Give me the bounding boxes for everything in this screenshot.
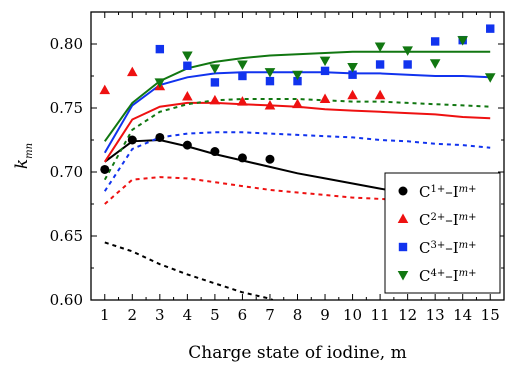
y-tick-label: 0.60: [50, 291, 83, 309]
data-point-c2: [237, 96, 248, 106]
data-point-c4: [209, 64, 221, 74]
x-tick-label: 15: [481, 306, 500, 324]
data-point-c1: [100, 164, 110, 174]
data-point-c4: [319, 56, 331, 67]
legend-marker-c4: [397, 271, 409, 281]
curve-dashed-c1: [104, 241, 274, 300]
legend-label-c1: C1+–Im+: [419, 183, 477, 201]
x-tick-label: 2: [128, 306, 138, 324]
data-point-c2: [209, 94, 221, 105]
x-tick-label: 13: [426, 306, 445, 324]
data-point-c3: [375, 60, 385, 69]
data-point-c2: [182, 90, 193, 101]
data-point-c4: [292, 70, 303, 81]
x-axis-title: Charge state of iodine, m: [188, 343, 406, 363]
y-axis-title-subscript: mn: [24, 143, 35, 159]
data-point-c3: [320, 66, 330, 76]
data-point-c2: [99, 84, 111, 95]
data-point-c4: [402, 46, 413, 56]
data-point-c4: [457, 36, 468, 46]
data-point-c3: [210, 78, 220, 87]
data-point-c4: [347, 63, 358, 73]
data-point-c4: [237, 60, 248, 70]
x-tick-label: 11: [371, 306, 390, 324]
curve-solid-c4: [103, 50, 491, 142]
y-tick-label: 0.75: [50, 99, 83, 117]
x-tick-label: 10: [343, 306, 362, 324]
x-tick-label: 6: [238, 306, 248, 324]
legend-marker-c3: [398, 242, 408, 252]
x-tick-label: 12: [398, 306, 417, 324]
data-point-c1: [182, 140, 192, 150]
data-point-c3: [430, 37, 440, 46]
data-point-c1: [237, 153, 247, 163]
data-point-c1: [127, 135, 137, 145]
data-point-c2: [347, 89, 358, 100]
data-point-c4: [154, 78, 166, 88]
x-tick-label: 9: [320, 306, 330, 324]
data-point-c1: [210, 147, 220, 157]
y-tick-label: 0.70: [50, 163, 83, 181]
x-tick-label: 7: [265, 306, 275, 324]
x-tick-label: 4: [183, 306, 193, 324]
data-point-c4: [182, 51, 193, 62]
data-point-c1: [155, 132, 165, 142]
x-tick-label: 8: [293, 306, 303, 324]
data-point-c3: [155, 44, 165, 54]
data-point-c2: [374, 89, 386, 100]
legend-marker-c2: [397, 213, 409, 223]
curve-dashed-c4: [103, 98, 491, 181]
legend-marker-c1: [398, 186, 408, 196]
y-tick-label: 0.80: [50, 35, 83, 53]
x-tick-label: 5: [210, 306, 220, 324]
x-tick-label: 1: [100, 306, 110, 324]
data-point-c1: [265, 154, 275, 164]
legend-label-c3: C3+–Im+: [419, 239, 477, 257]
data-point-c4: [374, 42, 386, 53]
data-point-c3: [348, 70, 357, 79]
legend-label-c2: C2+–Im+: [419, 211, 477, 229]
data-point-c4: [429, 59, 441, 69]
data-point-c3: [265, 76, 275, 86]
data-point-c4: [484, 73, 496, 83]
legend: C1+–Im+ C2+–Im+ C3+–Im+ C4+–Im+: [384, 172, 501, 294]
data-point-c3: [486, 24, 495, 33]
markers-layer: [99, 24, 496, 174]
data-point-c3: [293, 76, 302, 86]
ticks-layer: 1 2 3 4 5 6 7 8 9 10 11 12 13 14 150.600.650.700.750.8…: [50, 12, 504, 324]
data-point-c2: [127, 66, 138, 77]
y-axis-title: kmn: [12, 143, 35, 169]
data-point-c3: [403, 60, 412, 69]
data-point-c2: [319, 93, 331, 104]
data-point-c4: [264, 68, 276, 78]
data-point-c2: [292, 98, 303, 109]
legend-label-c4: C4+–Im+: [419, 267, 477, 285]
curve-solid-c2: [103, 101, 491, 163]
curve-dashed-c3: [103, 131, 491, 192]
data-point-c3: [238, 71, 247, 81]
data-point-c2: [264, 99, 276, 110]
y-tick-label: 0.65: [50, 227, 83, 245]
y-axis-title-main: k: [12, 159, 32, 169]
x-tick-label: 14: [453, 306, 472, 324]
x-tick-label: 3: [155, 306, 165, 324]
data-point-c3: [183, 61, 192, 70]
